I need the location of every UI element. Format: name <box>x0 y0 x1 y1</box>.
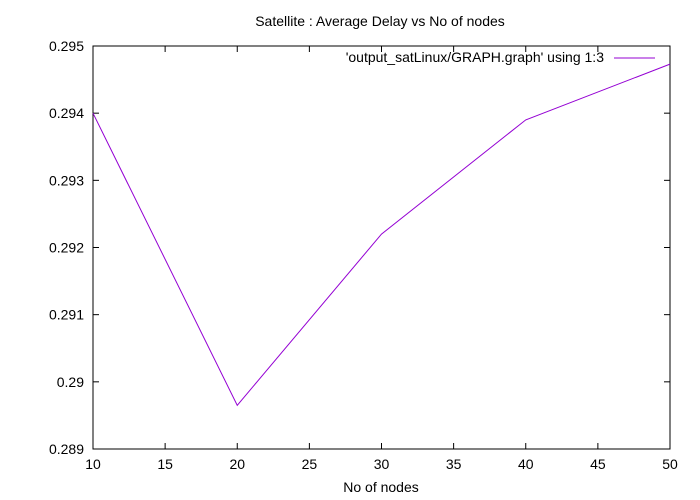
x-tick-label: 20 <box>229 456 245 472</box>
y-tick-label: 0.29 <box>57 374 84 390</box>
legend: 'output_satLinux/GRAPH.graph' using 1:3 <box>346 49 655 65</box>
plot-area-border <box>92 45 671 450</box>
y-axis: 0.289 0.29 0.291 0.292 0.293 0.294 0.295 <box>49 38 670 457</box>
x-tick-label: 30 <box>374 456 390 472</box>
series-line-0 <box>92 63 671 407</box>
y-tick-label: 0.292 <box>49 240 84 256</box>
x-tick-label: 10 <box>85 456 101 472</box>
x-tick-label: 25 <box>302 456 318 472</box>
series-layer <box>92 63 671 407</box>
y-tick-label: 0.293 <box>49 172 84 188</box>
chart-title: Satellite : Average Delay vs No of nodes <box>255 13 505 29</box>
x-tick-label: 45 <box>590 456 606 472</box>
legend-entry-label: 'output_satLinux/GRAPH.graph' using 1:3 <box>346 49 604 65</box>
y-tick-label: 0.291 <box>49 307 84 323</box>
x-tick-label: 50 <box>662 456 678 472</box>
x-tick-label: 35 <box>446 456 462 472</box>
x-tick-label: 40 <box>518 456 534 472</box>
x-axis: 10 15 20 25 30 35 40 45 50 <box>85 46 678 472</box>
y-tick-label: 0.294 <box>49 105 84 121</box>
y-tick-label: 0.295 <box>49 38 84 54</box>
y-tick-label: 0.289 <box>49 441 84 457</box>
x-tick-label: 15 <box>157 456 173 472</box>
x-axis-label: No of nodes <box>343 479 419 495</box>
